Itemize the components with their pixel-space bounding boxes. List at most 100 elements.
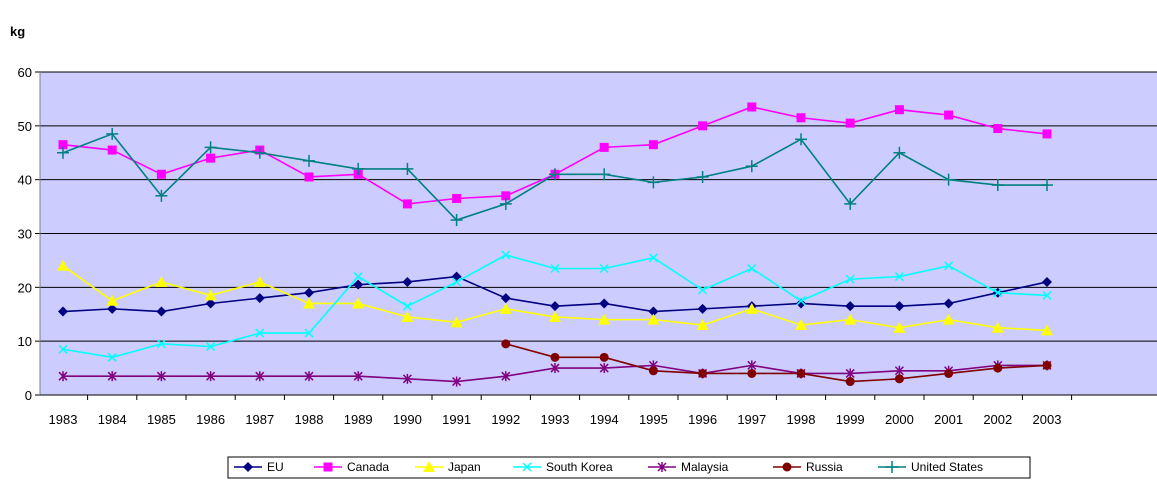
data-point-united-states <box>450 214 463 227</box>
x-tick-label: 2002 <box>983 412 1012 427</box>
data-point-canada <box>993 124 1003 134</box>
data-point-canada <box>747 102 757 112</box>
data-point-canada <box>107 145 117 155</box>
legend-item-japan: Japan <box>415 460 481 474</box>
series-russia <box>501 339 1052 387</box>
x-tick-label: 1995 <box>639 412 668 427</box>
data-point-eu <box>107 303 118 314</box>
data-point-eu <box>304 287 314 298</box>
data-point-eu <box>697 303 708 314</box>
data-point-canada <box>1042 129 1052 139</box>
y-tick-label: 50 <box>18 119 32 134</box>
data-point-japan <box>745 302 758 314</box>
data-point-eu <box>550 301 560 312</box>
data-point-japan <box>647 313 660 325</box>
legend-marker <box>886 461 898 473</box>
legend-item-south-korea: South Korea <box>513 460 613 474</box>
data-point-canada <box>452 194 462 204</box>
data-point-united-states <box>696 170 709 183</box>
data-point-south-korea <box>599 263 609 274</box>
data-point-united-states <box>745 160 758 173</box>
data-point-united-states <box>401 162 414 175</box>
legend: EU Canada Japan South Korea Malaysia Russia Un… <box>227 456 1031 479</box>
data-point-united-states <box>942 173 955 186</box>
data-point-japan <box>401 310 414 322</box>
data-point-malaysia <box>501 371 511 382</box>
data-point-japan <box>253 275 266 287</box>
data-point-japan <box>549 310 561 322</box>
data-point-united-states <box>795 133 807 146</box>
x-tick-label: 1984 <box>98 412 127 427</box>
data-point-south-korea <box>255 328 265 338</box>
data-point-south-korea <box>353 272 363 282</box>
data-point-eu <box>500 293 511 304</box>
legend-label: Russia <box>806 460 843 474</box>
data-point-malaysia <box>353 371 363 382</box>
x-tick-label: 1986 <box>196 412 225 427</box>
data-point-japan <box>598 313 611 325</box>
x-tick-label: 1989 <box>344 412 373 427</box>
data-point-united-states <box>844 197 857 210</box>
data-point-south-korea <box>993 288 1003 298</box>
x-tick-label: 1998 <box>787 412 816 427</box>
series-japan <box>57 259 1053 336</box>
x-tick-label: 2000 <box>885 412 914 427</box>
legend-item-united-states: United States <box>878 460 983 474</box>
legend-marker <box>243 462 253 472</box>
data-point-south-korea <box>501 250 511 260</box>
data-point-canada <box>402 199 412 209</box>
data-point-canada <box>944 110 954 120</box>
data-point-eu <box>353 279 364 290</box>
data-point-eu <box>648 306 659 317</box>
data-point-eu <box>845 301 856 312</box>
y-tick-label: 20 <box>18 280 32 295</box>
data-point-canada <box>894 105 904 115</box>
data-point-japan <box>204 289 217 301</box>
data-point-russia <box>698 368 708 378</box>
data-point-russia <box>747 368 757 378</box>
data-point-south-korea <box>698 285 708 295</box>
data-point-japan <box>844 313 857 325</box>
data-point-russia <box>648 366 658 376</box>
data-point-malaysia <box>255 371 265 382</box>
data-point-south-korea <box>107 352 117 362</box>
x-tick-label: 2001 <box>934 412 963 427</box>
x-tick-label: 2003 <box>1033 412 1062 427</box>
data-point-malaysia <box>58 371 68 382</box>
series-south-korea <box>58 250 1052 362</box>
series-line-russia <box>505 343 1048 383</box>
legend-label: Malaysia <box>681 460 729 474</box>
y-tick-label: 0 <box>25 388 32 403</box>
data-point-united-states <box>106 127 119 140</box>
y-unit-label: kg <box>10 24 25 39</box>
data-point-united-states <box>647 176 660 189</box>
data-point-eu <box>943 298 954 309</box>
x-tick-label: 1991 <box>442 412 471 427</box>
data-point-canada <box>796 113 806 123</box>
y-tick-label: 10 <box>18 334 32 349</box>
x-tick-label: 1993 <box>541 412 570 427</box>
data-point-russia <box>501 339 511 349</box>
data-point-south-korea <box>845 274 855 284</box>
data-point-malaysia <box>156 371 166 382</box>
data-point-south-korea <box>402 301 412 311</box>
data-point-canada <box>206 153 216 163</box>
x-tick-label: 1996 <box>688 412 717 427</box>
y-tick-label: 30 <box>18 227 32 242</box>
legend-marker <box>423 461 435 472</box>
data-point-russia <box>993 363 1003 373</box>
data-point-japan <box>893 321 906 333</box>
data-point-russia <box>944 368 954 378</box>
legend-label: Japan <box>448 460 481 474</box>
data-point-japan <box>696 319 709 331</box>
data-point-canada <box>648 140 658 150</box>
data-point-south-korea <box>550 263 560 274</box>
data-point-japan <box>303 297 315 309</box>
data-point-south-korea <box>747 263 757 274</box>
data-point-united-states <box>155 189 168 202</box>
data-point-eu <box>156 306 167 317</box>
data-point-malaysia <box>107 371 117 382</box>
data-point-malaysia <box>402 373 412 384</box>
x-tick-label: 1999 <box>836 412 865 427</box>
